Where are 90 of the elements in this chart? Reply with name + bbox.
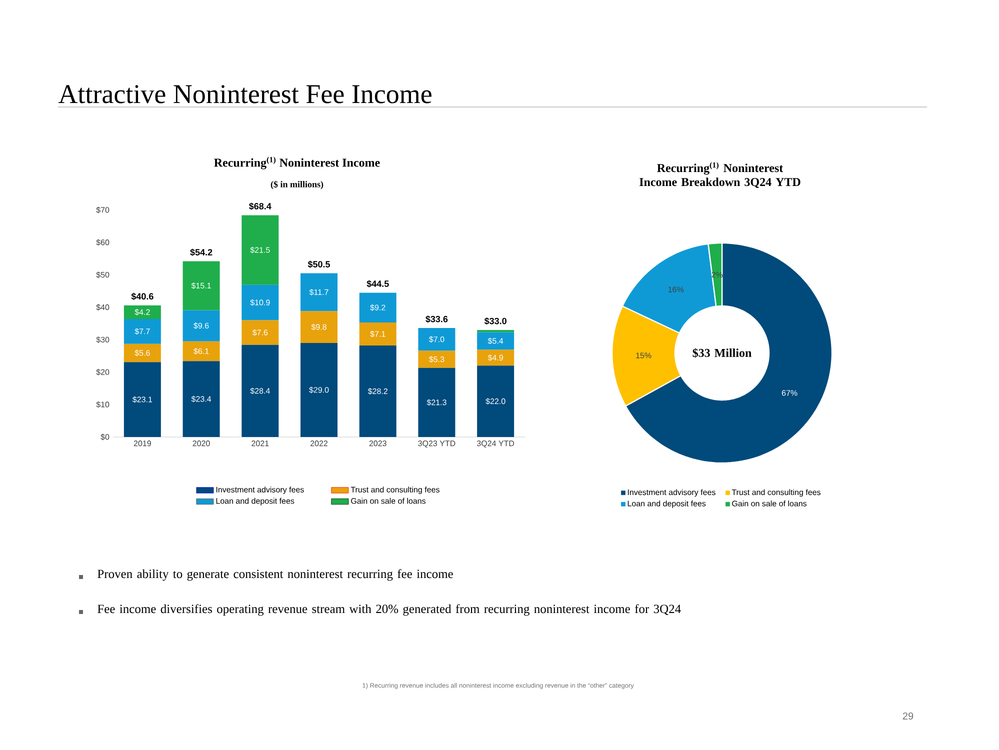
data-label: $6.1 [194, 348, 209, 354]
bar [242, 284, 279, 320]
data-label: $28.4 [250, 388, 270, 394]
bar [182, 310, 220, 342]
data-label: $11.7 [309, 288, 328, 296]
data-label: $10.9 [250, 299, 270, 306]
bar [418, 368, 456, 437]
text: $33 Million [692, 348, 752, 358]
legend-label: Investment advisory fees [628, 489, 716, 497]
bar [359, 322, 396, 346]
bar [124, 305, 161, 319]
total-label: $54.2 [190, 248, 212, 256]
data-label: $29.0 [309, 386, 329, 394]
total-label: $68.4 [249, 202, 272, 210]
y-tick-label: $20 [96, 368, 110, 376]
data-label: $21.5 [250, 246, 270, 254]
bar [477, 366, 514, 437]
x-tick-label: 3Q23 YTD [418, 440, 456, 448]
legend-label: Gain on sale of loans [351, 498, 426, 504]
bar [359, 346, 396, 437]
y-tick-label: $40 [96, 304, 110, 311]
data-label: $9.2 [370, 304, 386, 311]
data-label: $21.3 [426, 399, 446, 406]
bar [359, 292, 396, 323]
total-label: $33.6 [426, 315, 448, 323]
bar [182, 261, 220, 310]
bar [242, 344, 279, 437]
data-label: $5.4 [488, 338, 504, 344]
bar [182, 361, 220, 437]
chart-subtitle: ($ in millions) [270, 180, 324, 190]
data-label: $7.1 [370, 330, 386, 338]
total-label: $44.5 [366, 280, 389, 288]
bar [477, 330, 514, 332]
total-label: $40.6 [131, 292, 154, 300]
data-label: $9.8 [311, 324, 326, 330]
data-label: $7.0 [429, 336, 444, 343]
data-label: $5.6 [134, 350, 150, 356]
legend-label: Loan and deposit fees [628, 500, 706, 508]
data-label: $7.6 [252, 329, 268, 336]
x-tick-label: 2022 [310, 440, 328, 446]
bar [182, 341, 220, 362]
data-label: $5.3 [429, 356, 444, 363]
y-tick-label: $50 [96, 272, 110, 278]
bar [300, 342, 338, 437]
y-tick-label: $30 [96, 336, 110, 343]
legend-label: Investment advisory fees [216, 486, 304, 494]
text: 29 [902, 712, 914, 720]
data-label: $23.1 [132, 396, 152, 403]
data-label: $23.4 [191, 396, 212, 402]
y-tick-label: $60 [96, 239, 110, 246]
chart-title: Recurring$^{(1)}$ Noninterest Income Breakdown 3Q24 YTD [640, 162, 800, 188]
text: Proven ability to generate consistent noninterest recurring fee income [98, 569, 453, 581]
data-label: $9.6 [194, 322, 209, 329]
bar [477, 350, 514, 366]
bar [418, 328, 456, 351]
legend-label: Trust and consulting fees [732, 489, 820, 497]
bar [124, 344, 161, 362]
x-tick-label: 2020 [192, 440, 210, 446]
data-label: $22.0 [486, 398, 506, 405]
chart-title: Recurring$^{(1)}$ Noninterest Income [214, 156, 380, 170]
bar [300, 273, 338, 312]
x-tick-label: 2019 [134, 440, 151, 446]
data-label: $15.1 [191, 282, 211, 289]
bar [300, 311, 338, 343]
bar [242, 215, 279, 285]
data-label: $4.2 [134, 308, 150, 316]
bar [477, 332, 514, 350]
legend-label: Loan and deposit fees [216, 498, 294, 506]
x-tick-label: 2021 [252, 440, 269, 446]
text: Fee income diversifies operating revenue stream with 20% generated from recurring noninterest income for 3Q24 [98, 604, 681, 616]
y-tick-label: $10 [96, 401, 110, 408]
bar [418, 350, 456, 368]
total-label: $50.5 [308, 260, 330, 268]
data-label: 67% [782, 390, 798, 396]
data-label: $28.2 [368, 388, 388, 395]
x-tick-label: 3Q24 YTD [476, 440, 514, 448]
x-tick-label: 2023 [369, 440, 386, 446]
data-label: 16% [668, 286, 684, 292]
bar [242, 320, 279, 345]
data-label: $4.9 [488, 354, 503, 361]
bar [124, 318, 161, 344]
data-label: $7.7 [134, 328, 150, 335]
legend-label: Gain on sale of loans [732, 500, 807, 506]
bar [124, 362, 161, 437]
text: Attractive Noninterest Fee Income [58, 85, 432, 104]
legend-label: Trust and consulting fees [350, 486, 440, 494]
y-tick-label: $70 [96, 206, 110, 214]
y-tick-label: $0 [100, 434, 110, 440]
total-label: $33.0 [484, 317, 506, 325]
data-label: 15% [636, 352, 652, 358]
